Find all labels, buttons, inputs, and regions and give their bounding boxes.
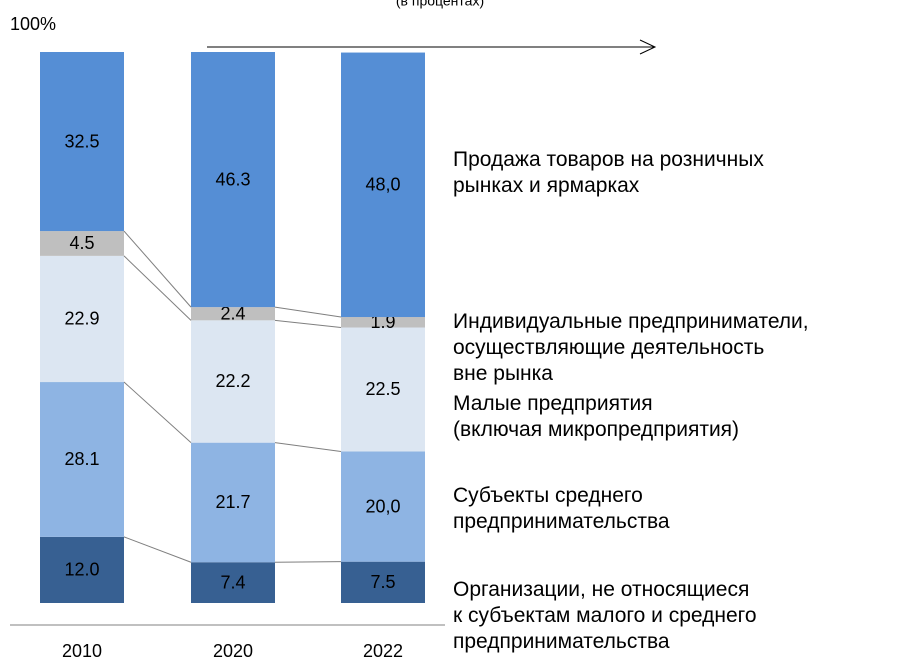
- chart-subtitle: (в процентах): [396, 0, 484, 9]
- connector: [274, 561, 342, 563]
- x-tick-label: 2010: [62, 641, 102, 661]
- x-tick-label: 2022: [363, 641, 403, 661]
- bar-segment: [40, 382, 124, 537]
- bar-segment: [40, 536, 124, 603]
- data-label: 7.4: [220, 572, 245, 592]
- bar-segment: [191, 442, 275, 563]
- bar-segment: [40, 231, 124, 256]
- data-label: 48,0: [365, 175, 400, 195]
- data-label: 7.5: [370, 572, 395, 592]
- data-label: 4.5: [69, 233, 94, 253]
- connector: [123, 536, 192, 563]
- connector: [123, 230, 192, 308]
- connector: [274, 442, 342, 452]
- legend-entry: Индивидуальные предприниматели, осуществ…: [453, 310, 809, 385]
- arrow-head: [639, 39, 657, 55]
- data-label: 12.0: [64, 560, 99, 580]
- bar-segment: [191, 52, 275, 308]
- bar-segment: [341, 317, 425, 328]
- x-tick-label: 2020: [213, 641, 253, 661]
- legend-entry: Организации, не относящиеся к субъектам …: [453, 578, 757, 653]
- data-label: 20,0: [365, 496, 400, 516]
- connector: [123, 381, 192, 444]
- bar-segment: [341, 327, 425, 452]
- legend-entry: Малые предприятия (включая микропредприя…: [453, 392, 740, 441]
- bar-segment: [191, 307, 275, 321]
- connector: [123, 255, 192, 321]
- legend-entry: Продажа товаров на розничных рынках и яр…: [453, 148, 764, 197]
- data-label: 32.5: [64, 131, 99, 151]
- data-label: 22.2: [215, 371, 250, 391]
- connector: [274, 306, 342, 318]
- bar-segment: [191, 320, 275, 443]
- connector: [274, 319, 342, 328]
- bar-segment: [341, 561, 425, 603]
- data-label: 28.1: [64, 449, 99, 469]
- legend-entry: Субъекты среднего предпринимательства: [453, 484, 670, 533]
- bar-segment: [40, 255, 124, 383]
- bar-segment: [40, 52, 124, 232]
- data-label: 21.7: [215, 492, 250, 512]
- data-label: 46.3: [215, 169, 250, 189]
- data-label: 2.4: [220, 303, 245, 323]
- data-label: 22.5: [365, 379, 400, 399]
- bar-segment: [341, 451, 425, 562]
- data-label: 22.9: [64, 309, 99, 329]
- bar-segment: [341, 52, 425, 318]
- y-tick-label: 100%: [10, 14, 56, 34]
- bar-segment: [191, 562, 275, 603]
